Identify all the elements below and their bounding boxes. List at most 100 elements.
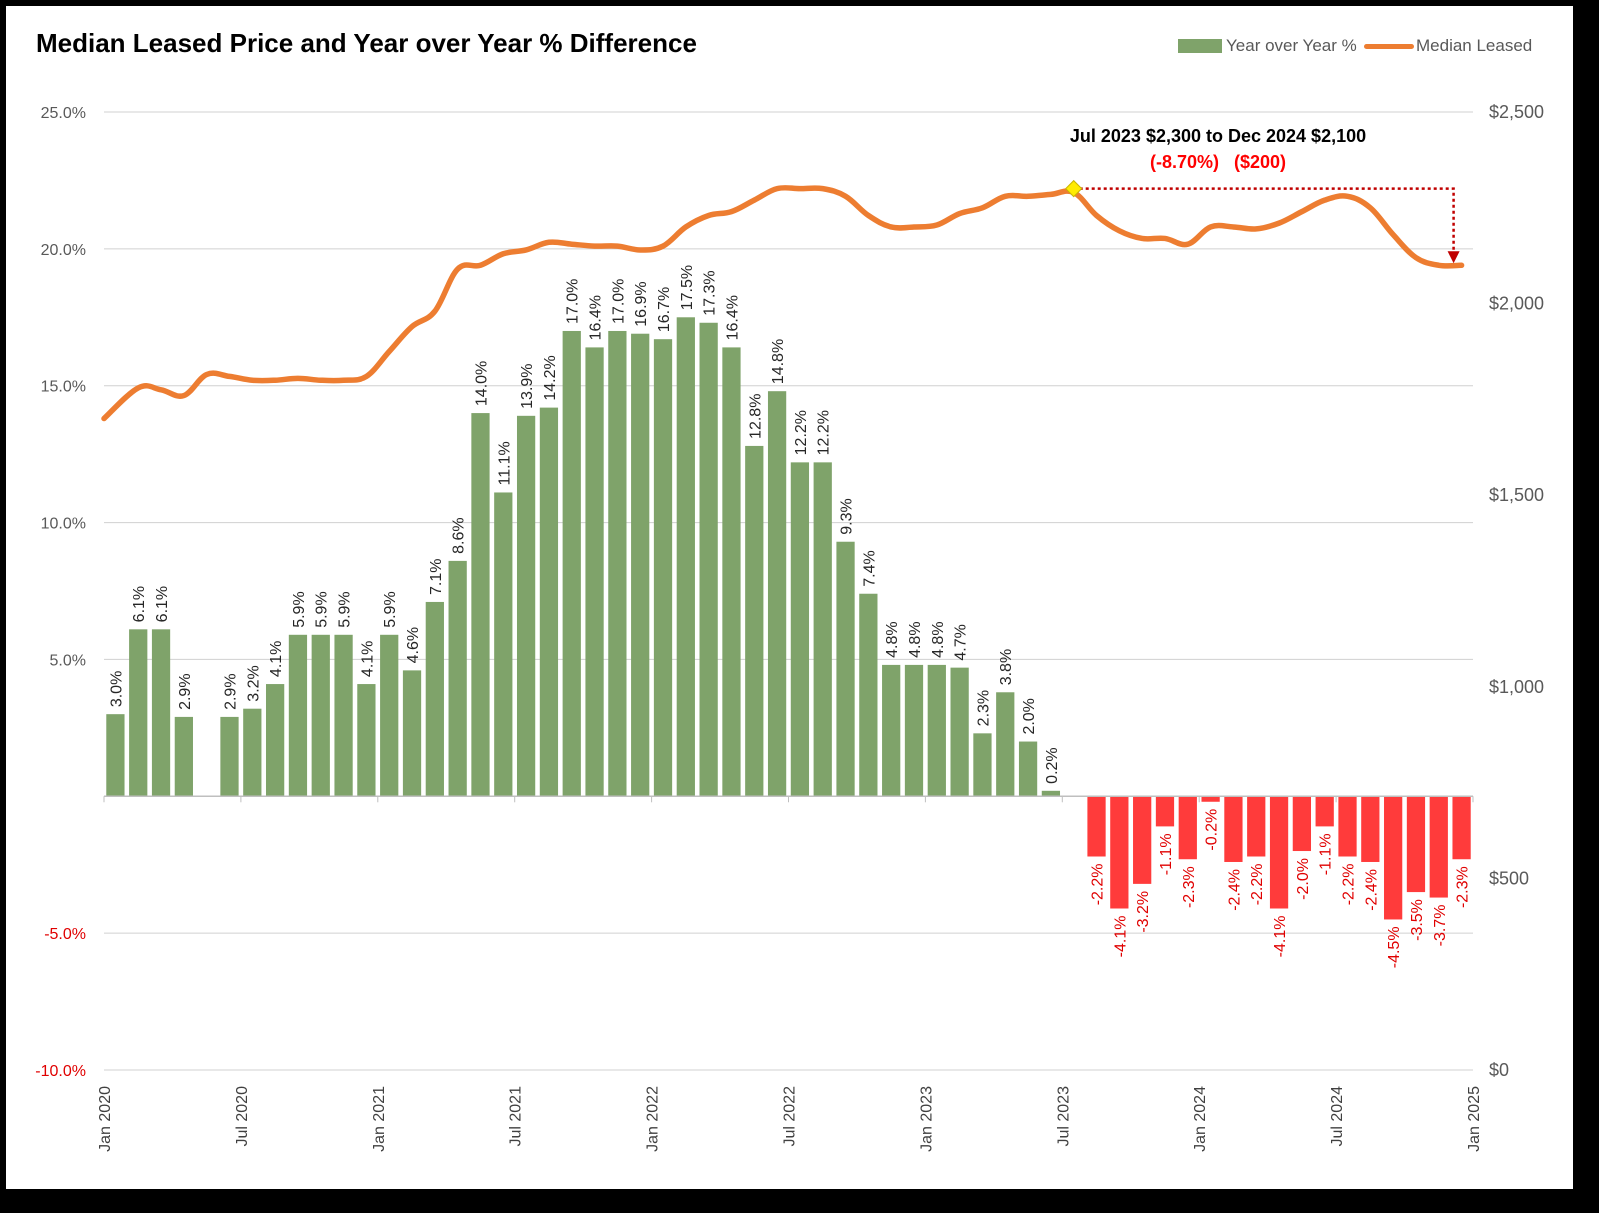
- y2-tick-label: $2,500: [1489, 102, 1544, 122]
- bar: [1315, 796, 1334, 827]
- data-label: 14.8%: [770, 339, 787, 384]
- y-tick-label: -10.0%: [35, 1063, 86, 1080]
- data-label: 4.8%: [907, 621, 924, 657]
- bar: [1133, 796, 1152, 884]
- y2-tick-label: $0: [1489, 1060, 1509, 1080]
- y-tick-label: 10.0%: [41, 516, 86, 533]
- bar: [699, 322, 718, 797]
- data-label: 14.0%: [473, 361, 490, 406]
- y2-tick-label: $2,000: [1489, 294, 1544, 314]
- bar: [402, 670, 422, 797]
- data-label: -2.0%: [1295, 858, 1312, 900]
- bar: [676, 317, 695, 797]
- bar: [745, 445, 764, 797]
- bar: [836, 541, 855, 797]
- chart-frame: Median Leased Price and Year over Year %…: [6, 6, 1573, 1189]
- chart-plot: 25.0% 20.0% 15.0% 10.0% 5.0% -5.0% -10.0% $2,50…: [35, 102, 1544, 1152]
- bar: [767, 391, 787, 797]
- bar: [1361, 796, 1380, 862]
- data-label: 2.9%: [222, 673, 239, 709]
- bar: [425, 601, 444, 797]
- bar: [265, 684, 285, 797]
- bar: [631, 333, 650, 797]
- bar: [1292, 796, 1312, 852]
- annotation-subtext: (-8.70%) ($200): [1150, 152, 1286, 172]
- data-label: -4.1%: [1272, 916, 1289, 958]
- data-label: -4.1%: [1112, 916, 1129, 958]
- bar: [1087, 796, 1106, 857]
- data-label: -2.2%: [1249, 864, 1266, 906]
- median-leased-line: [101, 184, 1465, 422]
- data-label: -2.4%: [1226, 869, 1243, 911]
- x-tick-label: Jan 2022: [645, 1086, 662, 1152]
- data-label: -2.2%: [1341, 864, 1358, 906]
- data-label: -2.4%: [1363, 869, 1380, 911]
- chart-title: Median Leased Price and Year over Year %…: [36, 28, 697, 58]
- data-label: 13.9%: [519, 363, 536, 408]
- bar: [516, 415, 536, 797]
- data-label: 6.1%: [131, 586, 148, 622]
- x-tick-label: Jul 2024: [1329, 1086, 1346, 1147]
- bar: [1452, 796, 1471, 860]
- bar: [539, 407, 559, 797]
- x-tick-label: Jan 2023: [918, 1086, 935, 1152]
- data-label: 16.4%: [588, 295, 605, 340]
- data-label: 17.5%: [679, 265, 696, 310]
- annotation-text: Jul 2023 $2,300 to Dec 2024 $2,100: [1070, 126, 1366, 146]
- data-label: -3.2%: [1135, 891, 1152, 933]
- y2-tick-label: $1,000: [1489, 677, 1544, 697]
- data-label: 17.3%: [702, 270, 719, 315]
- bar: [585, 347, 604, 797]
- bar: [653, 339, 673, 797]
- y-tick-label: 15.0%: [41, 379, 86, 396]
- data-label: 3.8%: [998, 649, 1015, 685]
- bar: [380, 634, 399, 797]
- x-tick-label: Jul 2023: [1055, 1086, 1072, 1147]
- bar: [1018, 741, 1038, 797]
- bar: [1224, 796, 1243, 862]
- data-label: -2.3%: [1181, 866, 1198, 908]
- annotation-arrowhead: [1447, 251, 1460, 264]
- data-label: -1.1%: [1318, 833, 1335, 875]
- data-label: 3.2%: [245, 665, 262, 701]
- data-label: 17.0%: [610, 279, 627, 324]
- bar: [151, 629, 171, 797]
- data-label: 5.9%: [337, 591, 354, 627]
- data-label: 3.0%: [108, 671, 125, 707]
- legend-label-yoy: Year over Year %: [1226, 36, 1357, 55]
- bar: [494, 492, 513, 797]
- data-label: -4.5%: [1386, 926, 1403, 968]
- legend-swatch-bar: [1178, 39, 1222, 53]
- data-label: -3.5%: [1409, 899, 1426, 941]
- y-tick-label: 20.0%: [41, 242, 86, 259]
- data-label: 4.6%: [405, 627, 422, 663]
- data-label: 16.4%: [724, 295, 741, 340]
- bar: [448, 560, 467, 797]
- bar: [882, 664, 901, 797]
- data-label: 17.0%: [565, 279, 582, 324]
- data-label: 14.2%: [542, 355, 559, 400]
- y2-tick-label: $500: [1489, 868, 1529, 888]
- data-label: -2.3%: [1455, 866, 1472, 908]
- data-label: -3.7%: [1432, 905, 1449, 947]
- bar: [1110, 796, 1129, 909]
- bar: [950, 667, 969, 797]
- x-tick-label: Jan 2020: [97, 1086, 114, 1152]
- annotation-connector: [1073, 187, 1455, 252]
- bar: [106, 714, 125, 797]
- data-label: 4.8%: [884, 621, 901, 657]
- bar: [608, 330, 627, 797]
- bar: [311, 634, 330, 797]
- bar: [243, 708, 262, 797]
- bar: [1406, 796, 1426, 893]
- bar: [220, 716, 239, 797]
- x-tick-label: Jan 2024: [1192, 1086, 1209, 1152]
- data-label: -2.2%: [1090, 864, 1107, 906]
- bar: [129, 629, 148, 797]
- bar: [904, 664, 924, 797]
- x-tick-label: Jul 2022: [782, 1086, 799, 1147]
- data-label: 4.1%: [359, 641, 376, 677]
- bar: [288, 634, 308, 797]
- data-label: 11.1%: [496, 441, 513, 485]
- data-label: 2.3%: [975, 690, 992, 726]
